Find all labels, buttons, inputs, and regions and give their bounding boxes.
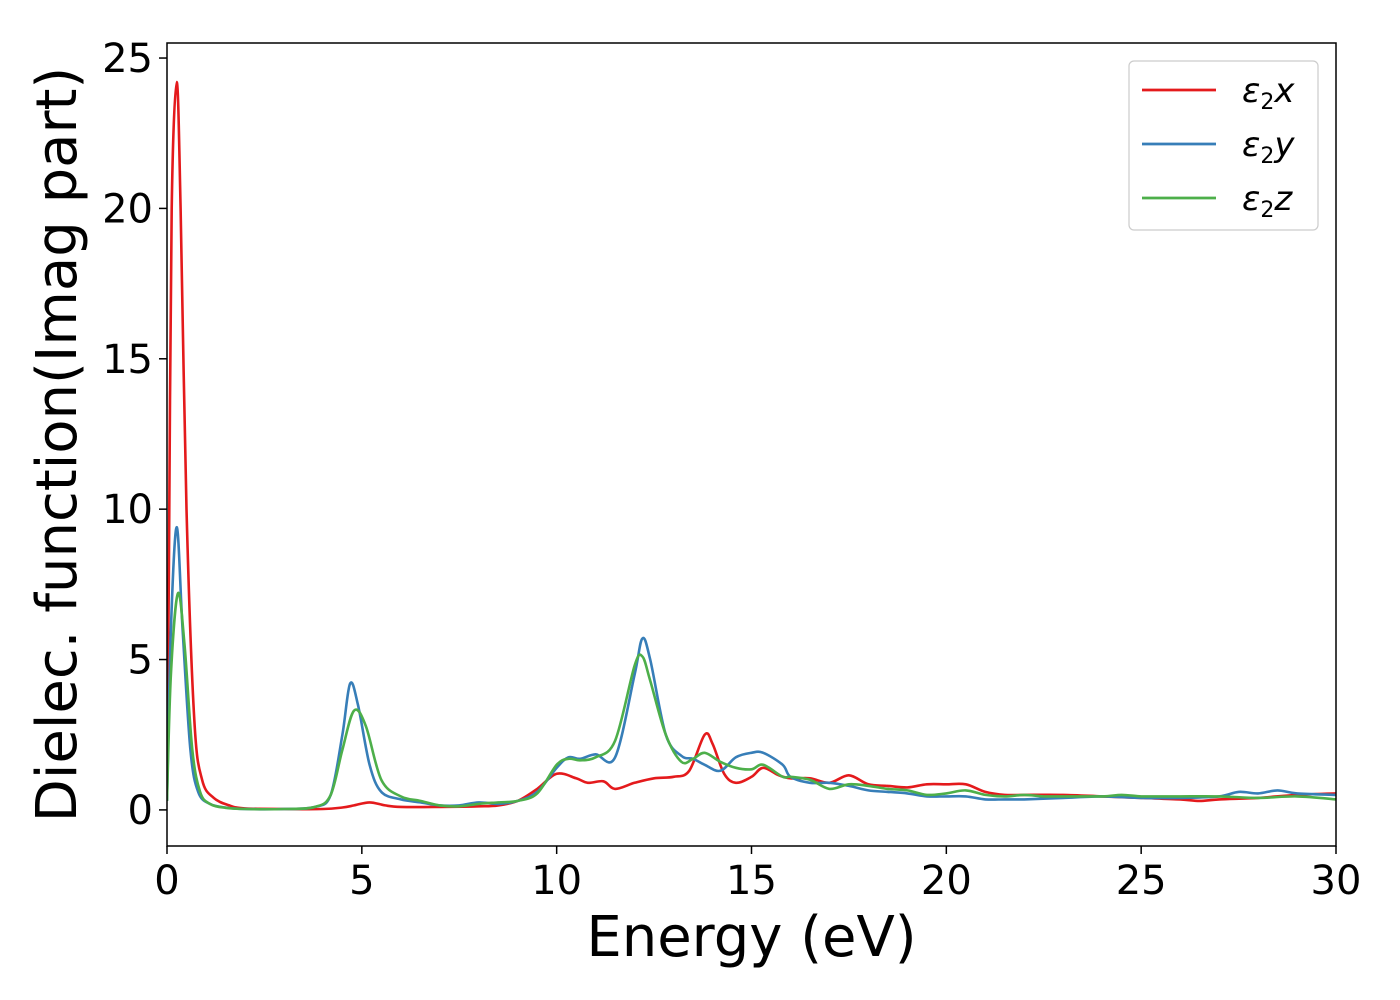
y-tick-label: 5: [128, 638, 153, 684]
legend-box: [1128, 60, 1319, 231]
y-axis-title: Dielec. function(Imag part): [25, 67, 90, 823]
x-tick-label: 0: [154, 858, 179, 904]
y-tick-label: 0: [128, 788, 153, 834]
legend-label: ε2x: [1242, 71, 1295, 115]
series-line-x: [167, 80, 1336, 811]
y-tick-label: 10: [102, 487, 153, 533]
x-axis-title: Energy (eV): [586, 905, 916, 970]
x-tick-label: 10: [531, 858, 582, 904]
legend-label: ε2z: [1242, 179, 1293, 223]
y-axis-ticks: 0 5 10 15 20 25: [102, 36, 167, 834]
x-tick-label: 5: [349, 858, 374, 904]
x-axis-ticks: 0 5 10 15 20 25 30: [154, 846, 1361, 904]
x-tick-label: 25: [1116, 858, 1167, 904]
series-line-y: [167, 525, 1336, 811]
y-tick-label: 25: [102, 36, 153, 82]
y-tick-label: 15: [102, 337, 153, 383]
series-line-z: [167, 591, 1336, 811]
legend-label: ε2y: [1242, 125, 1295, 169]
x-tick-label: 15: [726, 858, 777, 904]
plot-lines: [167, 80, 1336, 811]
legend: ε2x ε2y ε2z: [1128, 60, 1319, 231]
x-tick-label: 30: [1311, 858, 1362, 904]
x-tick-label: 20: [921, 858, 972, 904]
y-tick-label: 20: [102, 186, 153, 232]
